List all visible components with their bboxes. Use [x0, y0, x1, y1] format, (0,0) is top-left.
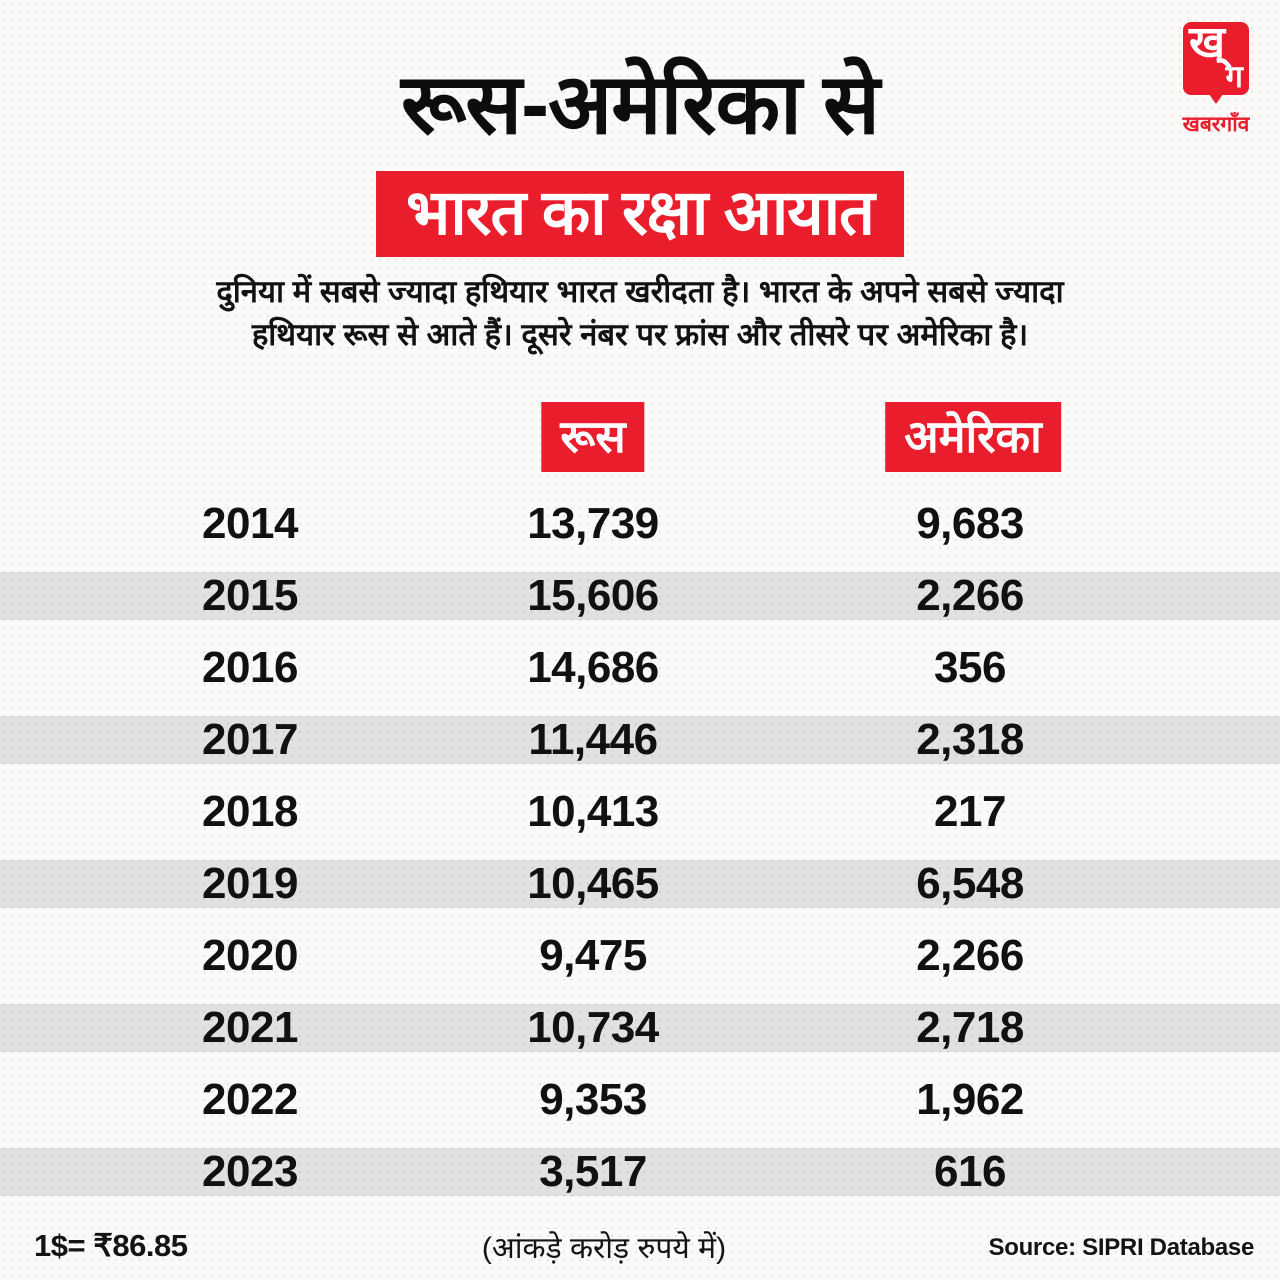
cell-year: 2014 — [202, 499, 298, 548]
table-row: 2014 13,739 9,683 — [0, 488, 1280, 560]
logo-letter-kha: ख् — [1189, 18, 1225, 67]
title-line1: रूस-अमेरिका से — [401, 57, 880, 151]
cell-year: 2020 — [202, 931, 298, 980]
table-row: 2018 10,413 217 — [0, 776, 1280, 848]
cell-year: 2023 — [202, 1147, 298, 1196]
table-row: 2022 9,353 1,962 — [0, 1064, 1280, 1136]
cell-russia: 11,446 — [528, 715, 658, 764]
subtitle: दुनिया में सबसे ज्यादा हथियार भारत खरीदत… — [0, 270, 1280, 356]
table-row: 2016 14,686 356 — [0, 632, 1280, 704]
cell-america: 616 — [934, 1147, 1006, 1196]
cell-russia: 10,413 — [527, 787, 659, 836]
column-header-america: अमेरिका — [885, 402, 1061, 472]
khabargaon-logo-mark: ख् ग — [1183, 18, 1249, 104]
cell-year: 2019 — [202, 859, 298, 908]
logo-letter-ga: ग — [1225, 59, 1243, 95]
cell-year: 2015 — [202, 571, 298, 620]
subtitle-line2: हथियार रूस से आते हैं। दूसरे नंबर पर फ्र… — [251, 317, 1029, 352]
cell-russia: 10,465 — [527, 859, 659, 908]
cell-russia: 9,475 — [539, 931, 647, 980]
khabargaon-logo: ख् ग खबरगाँव — [1170, 18, 1262, 138]
data-table: 2014 13,739 9,683 2015 15,606 2,266 2016 14,686… — [0, 488, 1280, 1208]
cell-america: 2,266 — [916, 571, 1024, 620]
cell-year: 2022 — [202, 1075, 298, 1124]
cell-america: 2,318 — [916, 715, 1024, 764]
cell-america: 217 — [934, 787, 1006, 836]
cell-year: 2017 — [202, 715, 298, 764]
subtitle-line1: दुनिया में सबसे ज्यादा हथियार भारत खरीदत… — [216, 274, 1064, 309]
title-line2: भारत का रक्षा आयात — [406, 178, 875, 248]
table-row: 2023 3,517 616 — [0, 1136, 1280, 1208]
source-note: Source: SIPRI Database — [988, 1234, 1255, 1261]
exchange-rate-note: 1$= ₹86.85 — [34, 1228, 188, 1263]
unit-note: (आंकड़े करोड़ रुपये में) — [481, 1232, 727, 1265]
cell-russia: 9,353 — [539, 1075, 647, 1124]
column-header-russia: रूस — [541, 402, 645, 472]
cell-russia: 15,606 — [527, 571, 659, 620]
table-row: 2017 11,446 2,318 — [0, 704, 1280, 776]
cell-year: 2016 — [202, 643, 298, 692]
table-row: 2019 10,465 6,548 — [0, 848, 1280, 920]
logo-pointer-icon — [1209, 94, 1223, 104]
table-row: 2015 15,606 2,266 — [0, 560, 1280, 632]
cell-russia: 10,734 — [527, 1003, 659, 1052]
table-row: 2021 10,734 2,718 — [0, 992, 1280, 1064]
cell-russia: 14,686 — [527, 643, 659, 692]
cell-russia: 13,739 — [527, 499, 659, 548]
khabargaon-wordmark: खबरगाँव — [1182, 112, 1250, 136]
cell-america: 9,683 — [916, 499, 1024, 548]
cell-america: 2,266 — [916, 931, 1024, 980]
footer: 1$= ₹86.85 (आंकड़े करोड़ रुपये में) Sour… — [0, 1220, 1280, 1280]
cell-america: 356 — [934, 643, 1006, 692]
cell-america: 2,718 — [916, 1003, 1024, 1052]
cell-year: 2018 — [202, 787, 298, 836]
title-line2-band: भारत का रक्षा आयात — [376, 171, 904, 257]
table-row: 2020 9,475 2,266 — [0, 920, 1280, 992]
cell-russia: 3,517 — [539, 1147, 647, 1196]
cell-america: 1,962 — [916, 1075, 1024, 1124]
cell-america: 6,548 — [916, 859, 1024, 908]
cell-year: 2021 — [202, 1003, 298, 1052]
